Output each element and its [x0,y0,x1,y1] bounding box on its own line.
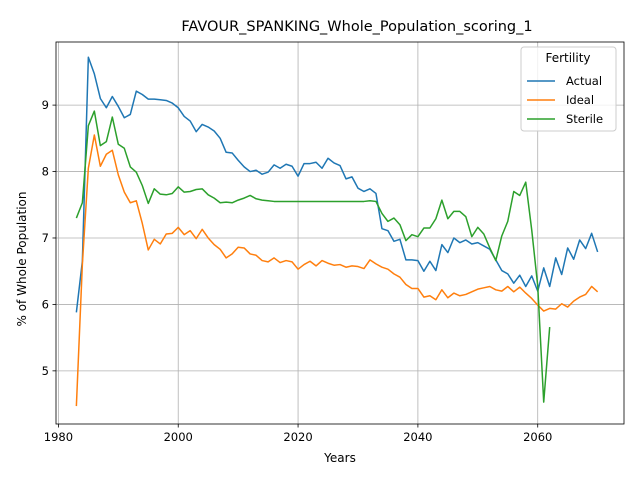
y-tick-label: 6 [42,297,49,311]
y-axis-label: % of Whole Population [15,192,29,327]
legend-label-sterile: Sterile [566,112,603,126]
x-tick-label: 2000 [164,430,193,444]
legend-title: Fertility [545,51,590,65]
series-line-actual [75,56,599,313]
legend-label-actual: Actual [566,74,602,88]
legend: Fertility Actual Ideal Sterile [520,46,617,132]
y-tick-label: 8 [42,165,49,179]
plot-frame [55,41,625,425]
y-tick-label: 5 [42,364,49,378]
series-line-sterile [75,110,551,403]
legend-frame [520,46,617,132]
x-tick-label: 2040 [403,430,432,444]
chart-title: FAVOUR_SPANKING_Whole_Population_scoring… [181,19,532,35]
y-tick-label: 9 [42,98,49,112]
axes: 1980 2000 2020 2040 2060 5 6 7 8 9 [42,41,625,444]
x-tick-label: 2020 [283,430,312,444]
series-layer [75,56,599,407]
x-tick-label: 2060 [523,430,552,444]
x-axis-label: Years [323,451,356,465]
legend-label-ideal: Ideal [566,93,594,107]
y-tick-label: 7 [42,231,49,245]
x-tick-label: 1980 [44,430,73,444]
series-line-ideal [75,134,599,407]
